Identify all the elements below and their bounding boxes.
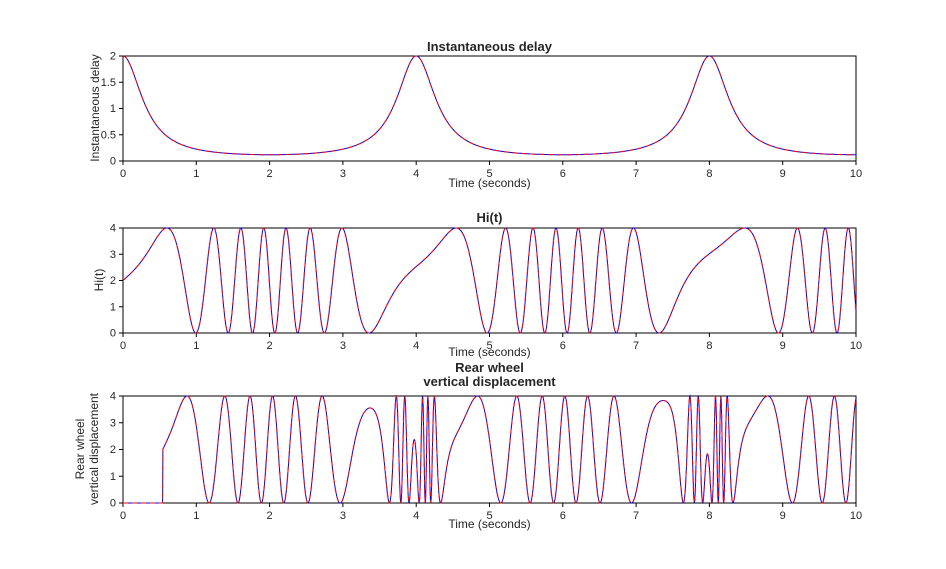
y-tick-label: 1 [110,301,116,313]
x-tick-label: 5 [486,168,492,180]
x-tick-label: 0 [120,510,126,522]
chart3-xlabel: Time (seconds) [448,517,531,531]
chart1-title: Instantaneous delay [427,39,552,54]
series-solid-blue [123,394,857,505]
x-tick-label: 2 [267,510,273,522]
x-tick-label: 4 [413,340,419,352]
y-tick-label: 1 [110,471,116,483]
axes-frame [122,55,857,162]
x-tick-label: 4 [413,168,419,180]
x-tick-label: 10 [850,168,862,180]
x-tick-label: 7 [633,340,639,352]
chart3-title-line2: vertical displacement [423,374,556,389]
x-tick-label: 5 [486,340,492,352]
y-tick-label: 0 [110,498,116,510]
chart-canvas: 0 1 2 3 4 5 6 7 8 9 10 0 0.5 1 1.5 2 [101,51,862,180]
y-tick-label: 1 [110,103,116,115]
x-tick-label: 5 [486,510,492,522]
chart2-xlabel: Time (seconds) [448,345,531,359]
subplot-instantaneous-delay: 0 1 2 3 4 5 6 7 8 9 10 0 0.5 1 1.5 2 [75,51,885,196]
axes-frame [122,395,857,504]
axes-frame [122,227,857,334]
y-tick-label: 0 [110,156,116,168]
y-tick-label: 3 [110,417,116,429]
subplot-rear-wheel-displacement: 0 1 2 3 4 5 6 7 8 9 10 0 1 2 3 4 [75,391,885,538]
x-tick-label: 1 [193,510,199,522]
chart-canvas: 0 1 2 3 4 5 6 7 8 9 10 0 1 2 3 4 [110,223,862,352]
x-tick-label: 4 [413,510,419,522]
x-tick-label: 6 [560,510,566,522]
x-tick-label: 0 [120,168,126,180]
y-tick-label: 0 [110,328,116,340]
series-solid-blue [123,55,856,156]
x-tick-label: 10 [850,340,862,352]
y-tick-label: 0.5 [101,129,116,141]
x-tick-label: 8 [706,510,712,522]
x-tick-label: 6 [560,168,566,180]
chart-canvas: 0 1 2 3 4 5 6 7 8 9 10 0 1 2 3 4 [110,391,862,522]
y-tick-label: 3 [110,249,116,261]
chart2-title: Hi(t) [476,210,503,225]
x-tick-label: 7 [633,168,639,180]
x-tick-label: 8 [706,340,712,352]
series-dashed-red [122,227,857,334]
series-solid-blue [122,227,857,334]
series-dashed-red [123,55,856,156]
subplot-hi-t: 0 1 2 3 4 5 6 7 8 9 10 0 1 2 3 4 [75,223,885,368]
x-tick-label: 10 [850,510,862,522]
x-tick-label: 3 [340,340,346,352]
x-tick-label: 3 [340,168,346,180]
x-tick-label: 8 [706,168,712,180]
x-tick-label: 6 [560,340,566,352]
x-tick-label: 0 [120,340,126,352]
x-tick-label: 3 [340,510,346,522]
y-tick-label: 4 [110,223,116,235]
chart3-title-line1: Rear wheel [455,360,524,375]
x-tick-label: 1 [193,340,199,352]
chart1-xlabel: Time (seconds) [448,176,531,190]
x-tick-label: 9 [780,168,786,180]
y-tick-label: 4 [110,391,116,403]
x-tick-label: 9 [780,510,786,522]
y-tick-label: 2 [110,444,116,456]
y-tick-label: 1.5 [101,77,116,89]
x-tick-label: 2 [267,168,273,180]
y-tick-label: 2 [110,275,116,287]
x-tick-label: 1 [193,168,199,180]
x-tick-label: 9 [780,340,786,352]
y-tick-label: 2 [110,51,116,63]
x-tick-label: 7 [633,510,639,522]
x-tick-label: 2 [267,340,273,352]
series-dashed-red [123,394,857,505]
